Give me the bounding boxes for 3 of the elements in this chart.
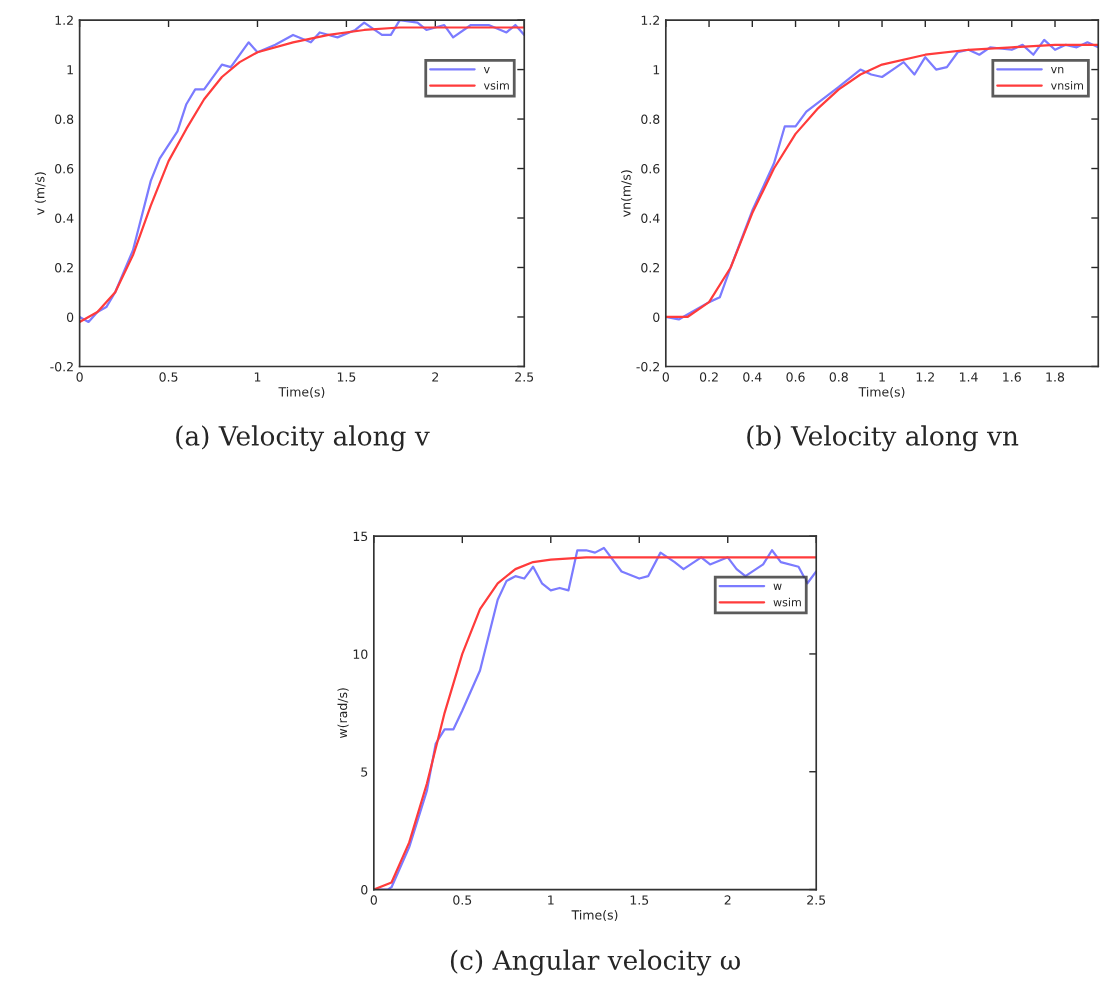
text: (c) Angular velocity ω — [450, 949, 740, 976]
text: (a) Velocity along v — [176, 425, 430, 452]
text: (b) Velocity along vn — [747, 425, 1019, 452]
